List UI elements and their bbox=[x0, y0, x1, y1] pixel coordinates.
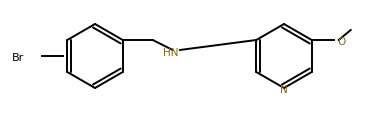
Text: O: O bbox=[338, 37, 346, 47]
Text: Br: Br bbox=[12, 53, 24, 62]
Text: N: N bbox=[280, 84, 288, 94]
Text: HN: HN bbox=[163, 48, 178, 58]
